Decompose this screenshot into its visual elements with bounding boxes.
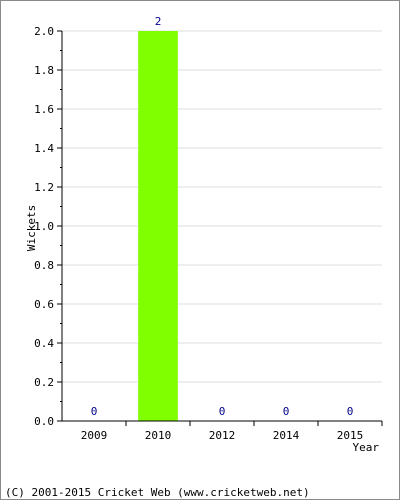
data-label: 0 [347, 405, 354, 418]
bar [138, 31, 178, 421]
y-tick-label: 1.4 [34, 142, 54, 155]
y-tick-labels: 0.0 0.2 0.4 0.6 0.8 1.0 1.2 1.4 1.6 1.8 2.0 [34, 25, 54, 428]
x-axis-title: Year [353, 441, 380, 454]
y-tick-label: 1.0 [34, 220, 54, 233]
grid-lines [62, 30, 382, 383]
copyright-footer: (C) 2001-2015 Cricket Web (www.cricketwe… [5, 486, 310, 499]
y-tick-label: 0.0 [34, 415, 54, 428]
y-tick-label: 0.6 [34, 298, 54, 311]
data-label: 0 [219, 405, 226, 418]
y-tick-label: 2.0 [34, 25, 54, 38]
y-tick-label: 1.6 [34, 103, 54, 116]
data-label: 2 [155, 15, 162, 28]
x-tick-label: 2009 [81, 429, 108, 442]
x-tick-label: 2012 [209, 429, 236, 442]
x-tick-label: 2010 [145, 429, 172, 442]
y-tick-label: 0.4 [34, 337, 54, 350]
x-tick-label: 2014 [273, 429, 300, 442]
x-tick-label: 2015 [337, 429, 364, 442]
y-tick-label: 0.2 [34, 376, 54, 389]
y-axis-title: Wickets [25, 205, 38, 251]
axes [57, 30, 383, 426]
data-label: 0 [91, 405, 98, 418]
y-tick-label: 1.8 [34, 64, 54, 77]
x-tick-labels: 2009 2010 2012 2014 2015 [81, 429, 364, 442]
bars [138, 31, 178, 421]
data-labels: 0 2 0 0 0 [91, 15, 354, 418]
data-label: 0 [283, 405, 290, 418]
y-tick-label: 0.8 [34, 259, 54, 272]
y-tick-label: 1.2 [34, 181, 54, 194]
